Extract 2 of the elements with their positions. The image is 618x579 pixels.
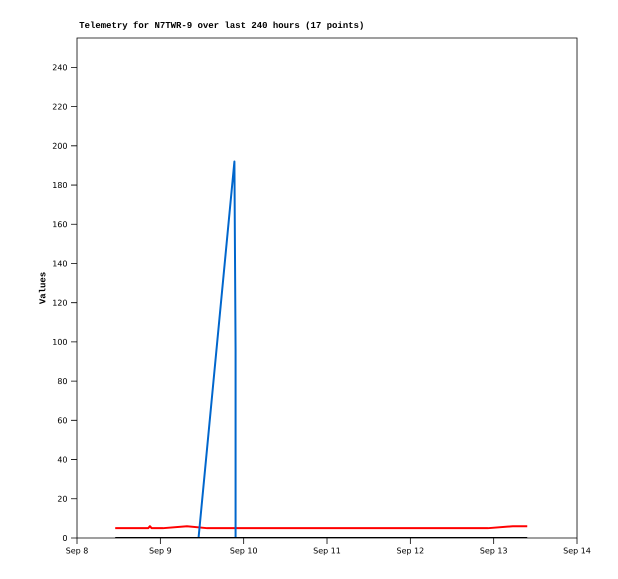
chart-title: Telemetry for N7TWR-9 over last 240 hours (17 points) (79, 21, 363, 30)
y-axis-title: Values (38, 272, 46, 304)
